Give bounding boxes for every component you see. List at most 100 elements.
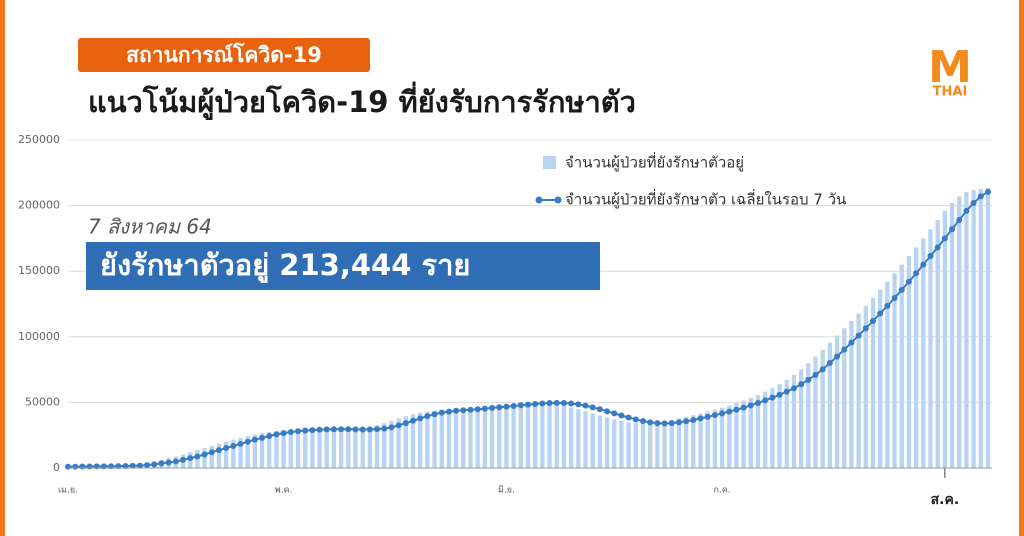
point: [158, 460, 165, 467]
y-tick-label: 250000: [18, 133, 60, 146]
point: [625, 414, 632, 421]
bar: [482, 406, 488, 468]
bar: [942, 210, 948, 468]
point: [618, 412, 625, 419]
point: [338, 426, 345, 433]
point: [187, 455, 194, 462]
bar: [612, 419, 617, 468]
bar: [403, 416, 408, 468]
bar: [396, 418, 401, 468]
point: [848, 339, 855, 346]
point: [438, 409, 445, 416]
point: [474, 406, 481, 413]
bar: [906, 255, 912, 468]
point: [632, 416, 639, 423]
bar: [425, 411, 430, 468]
point: [460, 407, 467, 414]
point: [496, 404, 503, 411]
point: [977, 193, 984, 200]
point: [180, 456, 186, 463]
point: [503, 403, 510, 410]
point: [345, 426, 352, 433]
point: [100, 463, 107, 470]
bar: [964, 191, 969, 468]
point: [410, 417, 416, 424]
point: [129, 462, 136, 469]
point: [316, 426, 323, 433]
point: [783, 388, 790, 395]
bar: [310, 429, 315, 468]
bar: [461, 408, 466, 468]
bar: [763, 391, 768, 468]
bar: [712, 409, 718, 468]
point: [215, 447, 222, 454]
bar: [346, 429, 351, 468]
point: [934, 244, 941, 251]
bar: [561, 405, 567, 468]
point: [86, 463, 93, 470]
point: [740, 404, 747, 411]
point: [223, 445, 230, 452]
point: [553, 399, 560, 406]
bar: [504, 404, 509, 468]
bar: [223, 441, 229, 468]
bar: [410, 414, 416, 468]
point: [194, 453, 201, 460]
bar: [899, 264, 904, 468]
point: [525, 401, 531, 408]
bar: [202, 448, 207, 468]
bar: [382, 423, 387, 468]
point: [790, 385, 797, 392]
bar: [734, 403, 739, 468]
badge: สถานการณ์โควิด-19: [126, 42, 322, 67]
bar: [619, 421, 624, 468]
point: [136, 462, 143, 469]
point: [589, 404, 596, 411]
bar: [648, 423, 653, 468]
bar: [719, 407, 725, 468]
bar: [360, 428, 365, 468]
bar: [662, 421, 667, 468]
bar: [497, 405, 502, 468]
point: [769, 394, 776, 401]
point: [388, 424, 395, 431]
point: [453, 407, 460, 414]
point: [582, 402, 589, 409]
bar: [813, 356, 818, 468]
point: [510, 402, 517, 409]
point: [489, 404, 496, 411]
point: [596, 406, 603, 413]
point: [575, 401, 582, 408]
logo: M: [928, 42, 972, 93]
point: [467, 406, 474, 413]
point: [280, 430, 287, 437]
bar: [303, 429, 308, 468]
point: [877, 310, 884, 317]
point: [927, 252, 934, 259]
bar: [525, 403, 531, 468]
bar: [288, 430, 293, 468]
x-tick-label: ก.ค.: [713, 486, 730, 496]
plot: 0 50000 100000 150000 200000 250000 เม.ย. พ.ค. ม…: [18, 133, 992, 508]
bar: [245, 435, 250, 468]
point: [884, 302, 891, 309]
point: [309, 427, 316, 434]
bar: [921, 238, 926, 468]
legend-swatch: [543, 156, 556, 169]
point: [381, 425, 388, 432]
bar: [439, 410, 444, 468]
point: [481, 405, 488, 412]
bar: [317, 429, 322, 468]
x-tick-label: มิ.ย.: [498, 485, 515, 496]
point: [402, 420, 409, 427]
point: [704, 413, 711, 420]
bar: [540, 403, 545, 468]
point: [812, 371, 819, 378]
bar: [863, 305, 868, 468]
bar: [820, 349, 825, 468]
bar: [777, 384, 782, 468]
point: [805, 376, 812, 383]
bar: [784, 379, 789, 468]
left-border: [0, 0, 5, 536]
